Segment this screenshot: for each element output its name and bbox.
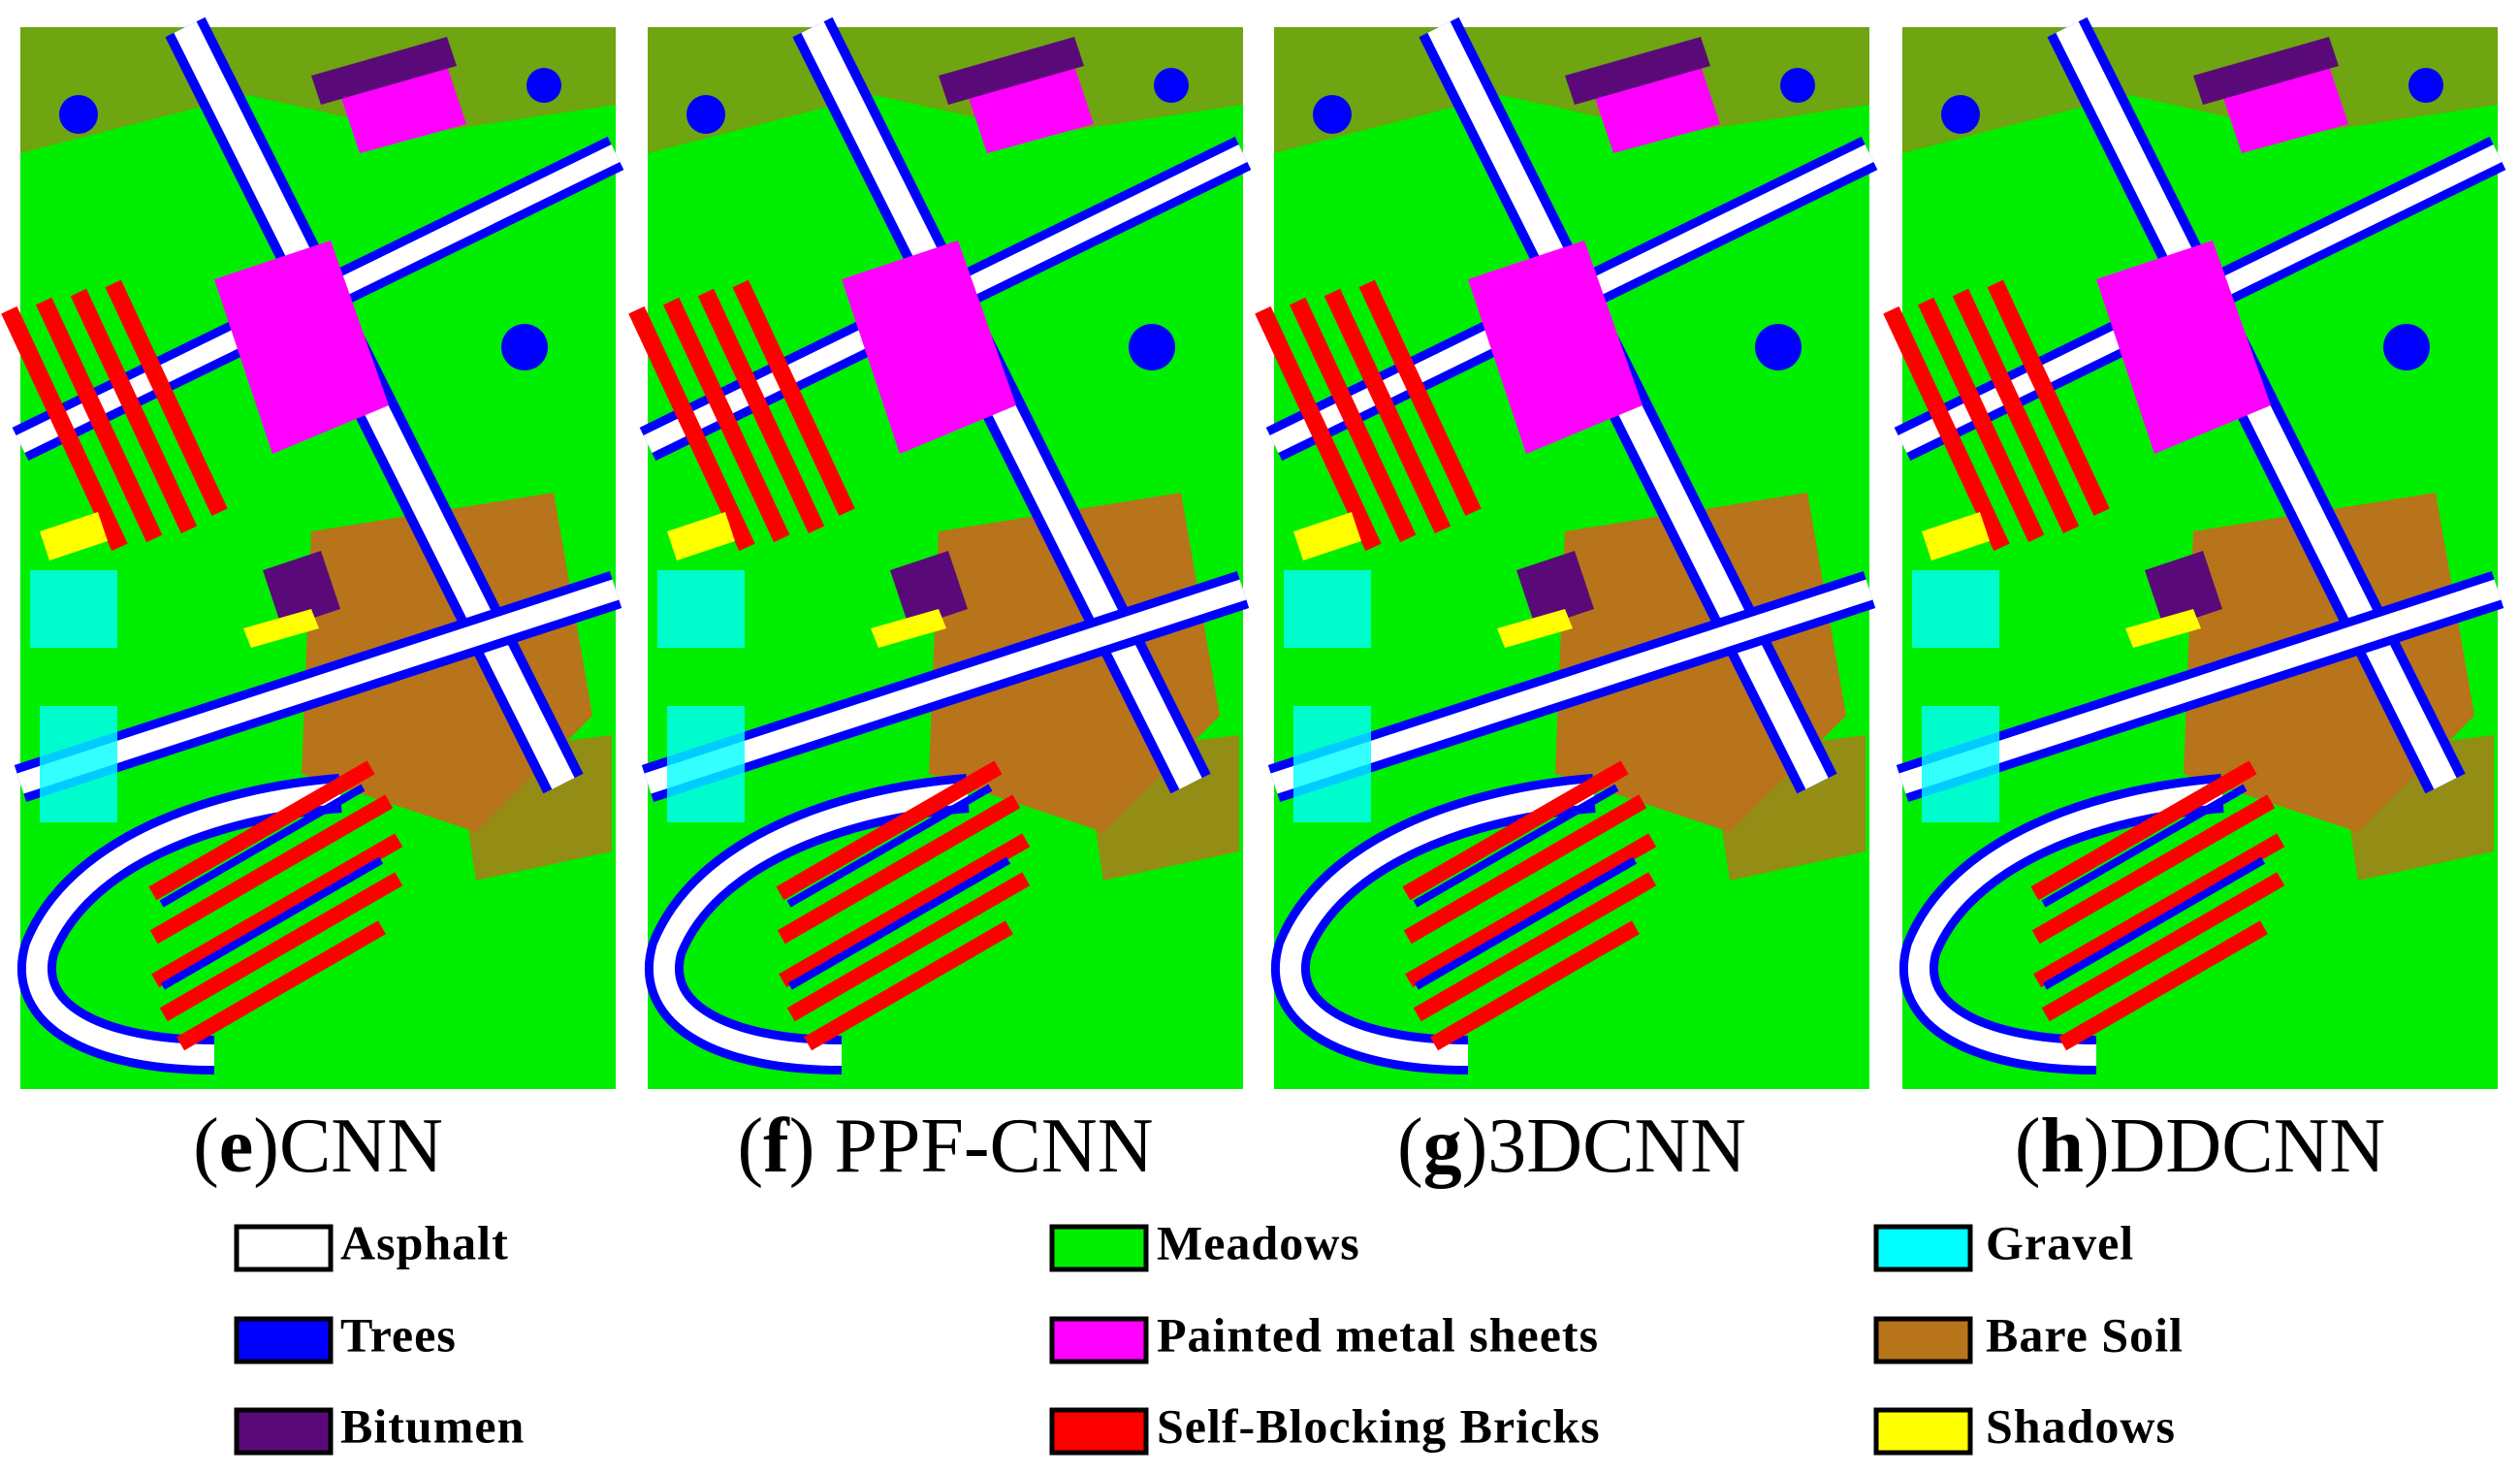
legend-swatch	[1049, 1407, 1149, 1456]
legend-label: Gravel	[1986, 1215, 2134, 1269]
legend-label: Painted metal sheets	[1157, 1307, 1599, 1362]
classification-map	[1, 27, 616, 1089]
legend-label: Bare Soil	[1986, 1307, 2184, 1362]
legend-label: Meadows	[1157, 1215, 1360, 1269]
legend-label: Shadows	[1986, 1398, 2176, 1453]
legend-swatch	[234, 1316, 334, 1364]
panels: (e)CNN (f) PPF-CNN (g)3DCNN (h)DDCNN	[1, 27, 2498, 1189]
caption-part: e	[219, 1104, 254, 1189]
legend-swatch	[1873, 1224, 1973, 1272]
panel-caption: (e)CNN	[193, 1104, 443, 1189]
caption-part: ) PPF-CNN	[789, 1104, 1154, 1189]
legend-swatch	[234, 1407, 334, 1456]
classification-map	[628, 27, 1243, 1089]
panel-caption: (f) PPF-CNN	[738, 1104, 1154, 1189]
legend-swatch	[1873, 1407, 1973, 1456]
legend-label: Bitumen	[340, 1398, 525, 1453]
legend-label: Trees	[340, 1307, 457, 1362]
legend-swatch	[234, 1224, 334, 1272]
caption-part: g	[1423, 1104, 1462, 1189]
caption-part: )CNN	[253, 1104, 443, 1189]
legend: Asphalt Trees Bitumen Meadows Painted metal …	[234, 1215, 2184, 1456]
caption-part: h	[2041, 1104, 2085, 1189]
caption-part: (	[193, 1104, 219, 1189]
legend-label: Self-Blocking Bricks	[1157, 1398, 1601, 1453]
legend-swatch	[1049, 1224, 1149, 1272]
caption-part: (	[1397, 1104, 1423, 1189]
legend-swatch	[1873, 1316, 1973, 1364]
panel-caption: (h)DDCNN	[2015, 1104, 2385, 1189]
caption-part: )3DCNN	[1462, 1104, 1746, 1189]
legend-swatch	[1049, 1316, 1149, 1364]
caption-part: f	[763, 1104, 790, 1189]
classification-map	[1883, 27, 2498, 1089]
panel-caption: (g)3DCNN	[1397, 1104, 1746, 1189]
caption-part: )DDCNN	[2084, 1104, 2385, 1189]
legend-label: Asphalt	[340, 1215, 509, 1269]
classification-map	[1255, 27, 1869, 1089]
caption-part: (	[2015, 1104, 2041, 1189]
caption-part: (	[738, 1104, 764, 1189]
